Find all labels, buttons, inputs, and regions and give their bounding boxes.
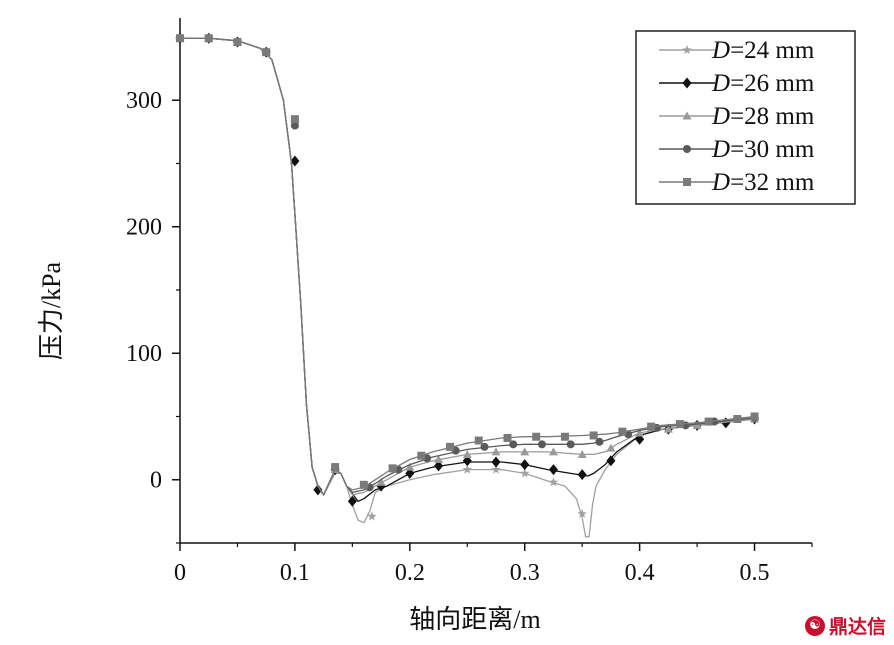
data-point [692,420,702,429]
data-point [577,508,587,518]
data-point [606,443,616,452]
data-point [548,464,558,476]
legend-item: D=26 mm [659,70,815,97]
data-point [704,417,713,426]
watermark: ☯ 鼎达信 [804,612,886,639]
data-point [548,447,558,456]
data-point [491,464,501,474]
legend-marker [682,111,692,120]
data-point [560,432,569,441]
data-point [577,469,587,481]
data-point [663,424,673,433]
legend-box [635,30,856,205]
legend-label: D=26 mm [711,70,815,97]
legend-item: D=28 mm [659,103,815,130]
y-tick-label: 300 [126,88,162,114]
data-point [462,464,472,474]
y-tick-label: 200 [126,215,162,241]
data-point [462,449,472,458]
brand-logo-icon: ☯ [804,615,825,636]
data-point [589,431,598,440]
x-tick-label: 0.3 [510,560,540,586]
data-point [618,427,627,436]
data-point [331,463,340,472]
data-point [491,456,501,468]
data-point [446,442,455,451]
data-point [647,422,656,431]
legend-label: D=28 mm [711,103,815,130]
data-point [367,511,377,521]
data-point [548,477,559,487]
y-tick-label: 0 [150,468,162,494]
data-point [750,412,759,421]
data-point [462,455,472,467]
data-point [233,38,242,47]
data-point [503,434,512,442]
data-point [635,428,645,437]
x-tick-label: 0 [174,560,186,586]
data-point [520,459,530,471]
data-point [204,34,213,43]
axes: 0 0.1 0.2 0.3 0.4 0.5 0 100 200 300 [126,18,813,586]
legend-marker [683,178,691,186]
data-point [520,468,530,478]
legend-label: D=24 mm [711,37,815,64]
data-point [733,415,742,424]
data-point [359,480,368,489]
y-axis-title: 压力/kPa [37,261,66,360]
data-point [347,495,357,507]
data-point [577,449,587,458]
data-point [566,440,575,449]
data-point [606,455,616,467]
legend-label: D=32 mm [711,169,815,196]
legend-marker [683,145,691,153]
data-point [474,436,483,445]
x-tick-label: 0.4 [625,560,655,586]
legend-marker [682,45,692,54]
data-point [480,442,489,451]
series-5 [176,34,759,496]
data-point [176,34,184,43]
watermark-text: 鼎达信 [828,616,886,638]
data-point [417,451,426,460]
x-tick-label: 0.5 [740,560,770,586]
data-point [405,467,415,479]
x-tick-label: 0.1 [280,560,310,586]
data-point [491,447,501,456]
data-point [509,440,518,449]
data-point [313,484,323,496]
data-point [675,420,684,429]
legend-marker [682,77,692,89]
x-tick-label: 0.2 [395,560,425,586]
legend-item: D=30 mm [659,136,815,163]
legend-item: D=32 mm [659,169,815,196]
series-layer [175,32,760,538]
data-point [532,432,541,441]
data-point [405,462,415,471]
legend: D=24 mm D=26 mm D=28 mm D=30 mm D=32 mm [635,30,856,205]
data-point [537,440,546,449]
y-tick-label: 100 [126,341,162,367]
data-point [262,48,271,57]
data-point [388,464,397,473]
data-point [595,437,604,446]
legend-label: D=30 mm [711,136,815,163]
data-point [290,121,299,130]
data-point [520,447,530,456]
data-point [376,477,386,486]
data-point [434,455,444,464]
x-axis-title: 轴向距离/m [409,605,540,634]
data-point [290,155,300,167]
data-point [434,460,444,472]
data-point [290,115,299,124]
data-point [635,433,645,445]
legend-item: D=24 mm [659,37,815,64]
